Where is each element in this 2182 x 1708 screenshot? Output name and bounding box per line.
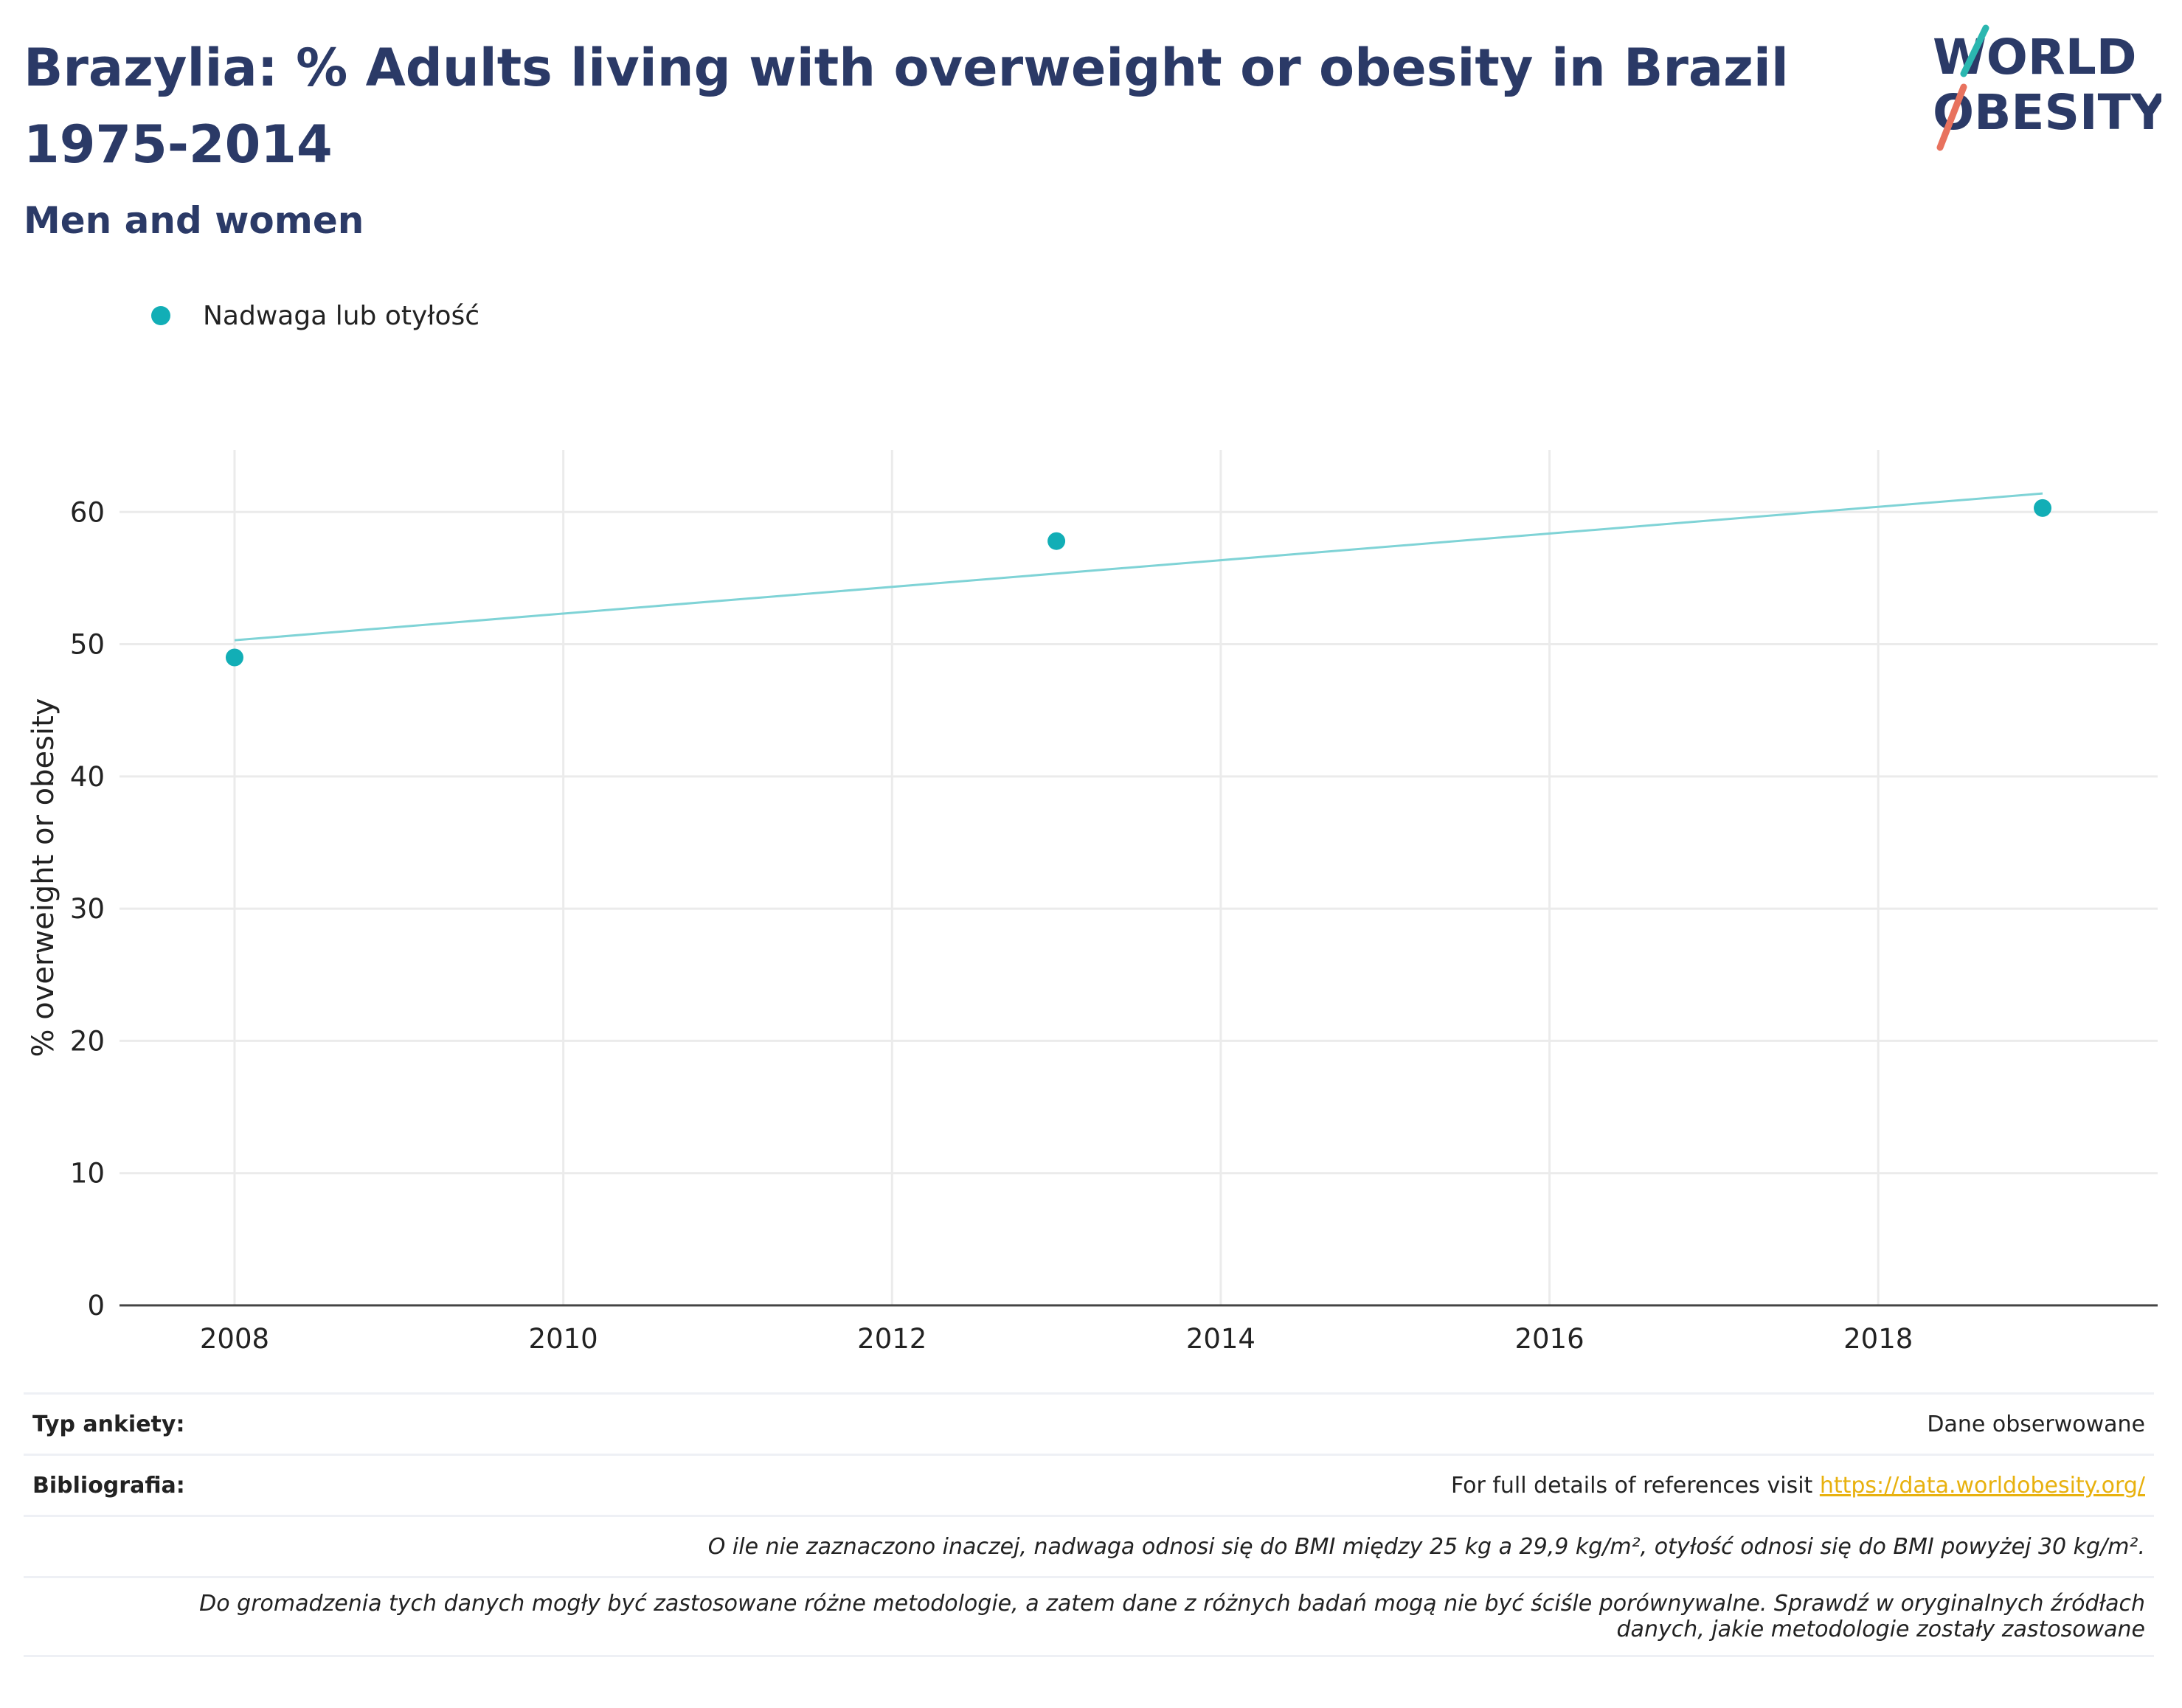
world-obesity-logo: WORLD OBESITY [1933,24,2161,151]
chart-subtitle: Men and women [24,199,364,242]
x-tick-label: 2016 [1514,1323,1584,1355]
y-tick-label: 10 [70,1158,105,1190]
methodology-note-line2: danych, jakie metodologie zostały zastos… [1616,1617,2145,1642]
definition-note: O ile nie zaznaczono inaczej, nadwaga od… [707,1533,2145,1560]
references-link[interactable]: https://data.worldobesity.org/ [1819,1472,2145,1499]
methodology-note-row: Do gromadzenia tych danych mogły być zas… [24,1576,2154,1657]
bibliography-row: Bibliografia: For full details of refere… [24,1454,2154,1515]
methodology-note: Do gromadzenia tych danych mogły być zas… [199,1591,2145,1642]
survey-type-label: Typ ankiety: [32,1411,185,1437]
y-tick-label: 0 [87,1290,105,1322]
y-tick-label: 30 [70,893,105,925]
y-axis-title: % overweight or obesity [27,698,60,1058]
x-tick-label: 2012 [857,1323,927,1355]
logo-text-obesity: OBESITY [1933,84,2161,141]
x-tick-label: 2014 [1186,1323,1255,1355]
legend-marker [151,306,170,325]
legend-label: Nadwaga lub otyłość [203,300,480,331]
x-tick-label: 2018 [1843,1323,1913,1355]
data-point [2034,499,2052,517]
scatter-chart: 0 10 20 30 40 50 60 2008 2010 2012 2014 2016 2018 % o… [27,450,2158,1355]
data-point [225,648,243,667]
x-tick-label: 2010 [529,1323,598,1355]
survey-type-row: Typ ankiety: Dane obserwowane [24,1392,2154,1454]
trend-line [234,492,2043,642]
y-tick-label: 60 [70,496,105,528]
x-tick-label: 2008 [200,1323,269,1355]
data-point [1047,532,1066,550]
legend[interactable]: Nadwaga lub otyłość [151,295,479,336]
bibliography-value: For full details of references visit htt… [1451,1473,2145,1499]
y-tick-label: 20 [70,1025,105,1057]
bibliography-label: Bibliografia: [32,1472,185,1499]
y-tick-label: 50 [70,629,105,661]
survey-type-value: Dane obserwowane [1927,1411,2145,1437]
methodology-note-line1: Do gromadzenia tych danych mogły być zas… [199,1591,2145,1617]
definition-note-row: O ile nie zaznaczono inaczej, nadwaga od… [24,1515,2154,1576]
logo-text-world: WORLD [1933,29,2137,86]
chart-footer: Typ ankiety: Dane obserwowane Bibliograf… [24,1392,2154,1657]
y-tick-label: 40 [70,761,105,793]
bibliography-text: For full details of references visit [1450,1472,1820,1499]
chart-title: Brazylia: % Adults living with overweigh… [24,38,1789,175]
